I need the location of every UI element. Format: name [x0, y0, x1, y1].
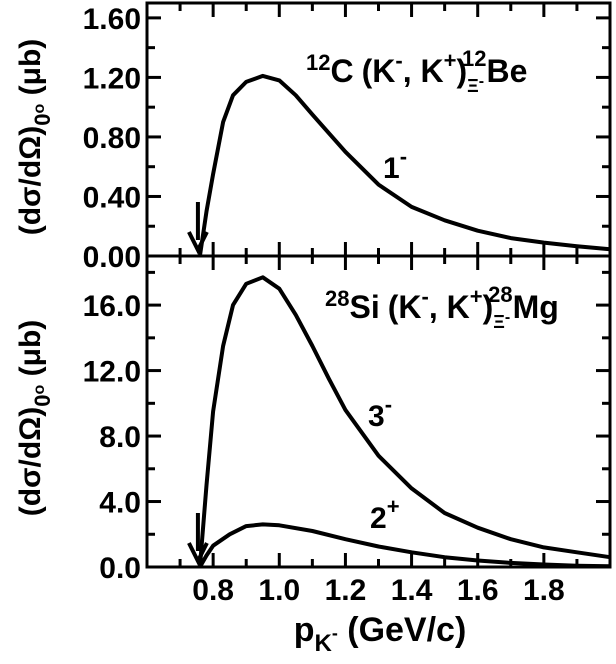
bottom-y-tick-labels: 0.0 4.0 8.0 12.0 16.0: [83, 290, 141, 585]
x-tick-label: 1.4: [391, 574, 433, 607]
bottom-y-tick-label: 16.0: [83, 290, 141, 323]
series-label-2-plus: 2+: [370, 494, 400, 535]
title-ejectile: , K: [429, 289, 470, 325]
top-y-tick-label: 0.80: [83, 122, 141, 155]
top-panel-reaction-title: 12C (K-, K+)Ξ-12Be: [306, 46, 527, 96]
x-axis-label: pK- (GeV/c): [294, 611, 467, 657]
top-y-tick-label: 0.00: [83, 241, 141, 274]
x-tick-label: 1.0: [258, 574, 300, 607]
title-target-mass: 28: [325, 286, 349, 311]
title-target: C: [330, 53, 353, 89]
title-hyper-sub: Ξ: [467, 76, 479, 96]
bottom-y-tick-label: 8.0: [99, 421, 141, 454]
bottom-y-tick-label: 12.0: [83, 356, 141, 389]
series-label-value: 2: [370, 502, 387, 535]
ylabel-main: (dσ/dΩ): [14, 407, 47, 517]
top-y-axis-label: (dσ/dΩ)0o (μb): [14, 39, 55, 236]
title-final-mass: 28: [488, 282, 512, 307]
ylabel-sub: 0: [30, 394, 55, 406]
ylabel-sub: 0: [30, 113, 55, 125]
title-final-mass: 12: [462, 46, 486, 71]
title-close: ): [483, 289, 494, 325]
title-target-mass: 12: [306, 50, 330, 75]
bottom-panel-reaction-title: 28Si (K-, K+)Ξ-28Mg: [325, 282, 559, 332]
title-target: Si: [349, 289, 379, 325]
top-y-tick-label: 1.60: [83, 3, 141, 36]
arrow-head: [187, 231, 209, 255]
ylabel-sup: o: [31, 384, 48, 394]
xlabel-unit: (GeV/c): [338, 611, 466, 649]
x-tick-label: 1.8: [523, 574, 565, 607]
top-y-tick-label: 1.20: [83, 62, 141, 95]
ylabel-sup: o: [31, 103, 48, 113]
title-final: Mg: [513, 289, 559, 325]
title-close: ): [456, 53, 467, 89]
ylabel-unit: (μb): [14, 320, 47, 385]
title-hyper-sub-charge: -: [505, 309, 510, 326]
title-probe: (K: [362, 53, 396, 89]
threshold-arrow-bottom: [187, 513, 209, 566]
title-probe: (K: [388, 289, 422, 325]
title-ejectile: , K: [403, 53, 444, 89]
title-ejectile-charge: +: [444, 48, 457, 73]
series-line-1-minus: [197, 73, 611, 257]
title-ejectile-charge: +: [470, 284, 483, 309]
series-label-sup: -: [400, 144, 407, 169]
x-tick-label: 1.2: [325, 574, 367, 607]
series-line-2-plus: [198, 522, 611, 569]
bottom-panel: 0.0 4.0 8.0 12.0 16.0 0.8 1.0 1.2 1.4 1.…: [14, 256, 611, 657]
top-y-tick-labels: 0.00 0.40 0.80 1.20 1.60: [83, 3, 141, 274]
series-label-1-minus: 1-: [383, 144, 407, 185]
bottom-plot-frame: [145, 254, 612, 569]
series-label-value: 1: [383, 152, 400, 185]
title-final: Be: [487, 53, 528, 89]
top-plot-frame: [145, 1, 612, 258]
series-label-sup: -: [385, 392, 392, 417]
title-probe-charge: -: [421, 284, 428, 309]
series-label-3-minus: 3-: [368, 392, 392, 433]
title-probe-charge: -: [395, 48, 402, 73]
ylabel-main: (dσ/dΩ): [14, 126, 47, 236]
threshold-arrow-top: [187, 202, 209, 255]
arrow-head: [187, 542, 209, 566]
ylabel-unit: (μb): [14, 39, 47, 104]
title-hyper-sub-charge: -: [479, 73, 484, 90]
bottom-y-tick-label: 0.0: [99, 552, 141, 585]
bottom-y-axis-label: (dσ/dΩ)0o (μb): [14, 320, 55, 517]
x-tick-labels: 0.8 1.0 1.2 1.4 1.6 1.8: [192, 574, 564, 607]
x-tick-label: 0.8: [192, 574, 234, 607]
xlabel-main: p: [294, 611, 315, 649]
top-y-tick-label: 0.40: [83, 181, 141, 214]
top-panel: 0.00 0.40 0.80 1.20 1.60 12C (K-, K+)Ξ-12…: [14, 3, 611, 274]
top-ticks: [147, 3, 610, 258]
xlabel-sub: K: [314, 630, 332, 657]
title-hyper-sub: Ξ: [493, 312, 505, 332]
xlabel-sub-sup: -: [332, 623, 338, 643]
series-label-sup: +: [387, 494, 400, 519]
series-label-value: 3: [368, 400, 385, 433]
bottom-y-tick-label: 4.0: [99, 487, 141, 520]
x-tick-label: 1.6: [457, 574, 499, 607]
series-line-3-minus: [197, 275, 611, 568]
